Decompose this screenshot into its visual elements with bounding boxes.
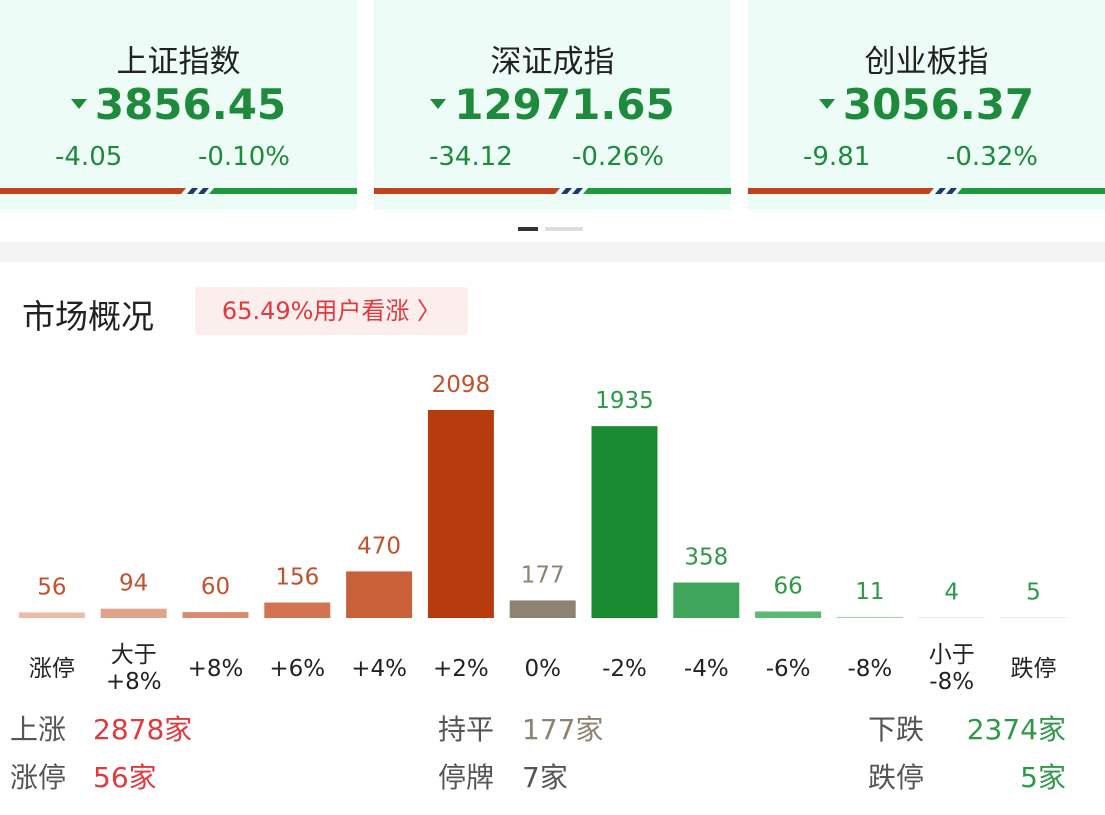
index-percent: -0.26% — [572, 142, 664, 172]
x-tick-label: -6% — [766, 656, 811, 682]
index-change: -34.12 — [429, 142, 513, 172]
index-value: 3056.37 — [748, 80, 1105, 129]
x-tick-label: 大于+8% — [106, 642, 162, 695]
summary-label: 上涨 — [10, 713, 67, 746]
section-title: 市场概况 — [22, 297, 154, 336]
index-card[interactable]: 深证成指 12971.65 -34.12 -0.26% — [374, 0, 731, 210]
value-label: 4 — [944, 580, 959, 606]
value-label: 1935 — [595, 388, 654, 414]
x-tick-label: 涨停 — [29, 656, 75, 682]
bar — [346, 571, 413, 618]
value-label: 94 — [119, 571, 148, 597]
chart: 56 涨停 94 大于+8% 60 +8% 156 +6% 470 +4% 2098 +2% 177 0%… — [18, 372, 1067, 695]
index-card[interactable]: 创业板指 3056.37 -9.81 -0.32% — [748, 0, 1105, 210]
summary-value: 56家 — [93, 761, 157, 794]
index-card[interactable]: 上证指数 3856.45 -4.05 -0.10% — [0, 0, 357, 210]
value-label: 358 — [684, 545, 728, 571]
summary-label: 下跌 — [868, 713, 925, 746]
ratio-bar — [0, 188, 357, 194]
x-tick-label: +4% — [351, 656, 407, 682]
bar — [182, 612, 249, 618]
value-label: 2098 — [432, 372, 491, 398]
index-change: -4.05 — [55, 142, 123, 172]
x-tick-label: 0% — [524, 656, 561, 682]
bar — [100, 608, 167, 618]
index-value: 3856.45 — [0, 80, 357, 129]
ratio-bar — [374, 188, 731, 194]
value-label: 156 — [275, 565, 319, 591]
index-name: 创业板指 — [864, 44, 989, 80]
summary-label: 持平 — [438, 713, 495, 746]
bar — [427, 410, 494, 618]
page-dot-active — [518, 227, 538, 231]
bar — [591, 426, 658, 618]
summary-label: 涨停 — [10, 761, 67, 794]
x-tick-label: 跌停 — [1011, 656, 1057, 682]
sentiment-pill[interactable]: 65.49%用户看涨 〉 — [195, 287, 468, 335]
value-label: 56 — [37, 574, 66, 600]
summary-label: 跌停 — [868, 761, 925, 794]
value-label: 11 — [855, 579, 884, 605]
summary-value: 177家 — [522, 713, 604, 746]
x-tick-label: -8% — [848, 656, 893, 682]
index-value: 12971.65 — [374, 80, 731, 129]
value-label: 60 — [201, 574, 230, 600]
bar — [673, 582, 740, 618]
value-label: 470 — [357, 533, 401, 559]
x-tick-label: 小于-8% — [929, 642, 975, 695]
bar — [509, 600, 576, 618]
index-percent: -0.32% — [946, 142, 1038, 172]
value-label: 177 — [521, 562, 565, 588]
summary-value: 7家 — [522, 761, 568, 794]
x-tick-label: -4% — [684, 656, 729, 682]
bar — [18, 612, 85, 618]
summary-label: 停牌 — [438, 761, 495, 794]
index-name: 深证成指 — [490, 44, 615, 80]
x-tick-label: +6% — [269, 656, 325, 682]
bar — [755, 611, 822, 618]
page-dot — [545, 227, 583, 231]
index-change: -9.81 — [803, 142, 871, 172]
value-label: 5 — [1026, 580, 1041, 606]
summary-value: 5家 — [1020, 761, 1066, 794]
bar — [264, 602, 331, 618]
ratio-bar — [748, 188, 1105, 194]
x-tick-label: +8% — [188, 656, 244, 682]
baseline — [918, 617, 985, 618]
x-tick-label: -2% — [602, 656, 647, 682]
index-name: 上证指数 — [116, 44, 241, 80]
baseline — [1000, 617, 1067, 618]
x-tick-label: +2% — [433, 656, 489, 682]
index-percent: -0.10% — [198, 142, 290, 172]
summary-value: 2374家 — [966, 713, 1066, 746]
separator — [0, 242, 1105, 262]
summary-value: 2878家 — [93, 713, 193, 746]
bar — [836, 616, 903, 618]
value-label: 66 — [773, 573, 802, 599]
